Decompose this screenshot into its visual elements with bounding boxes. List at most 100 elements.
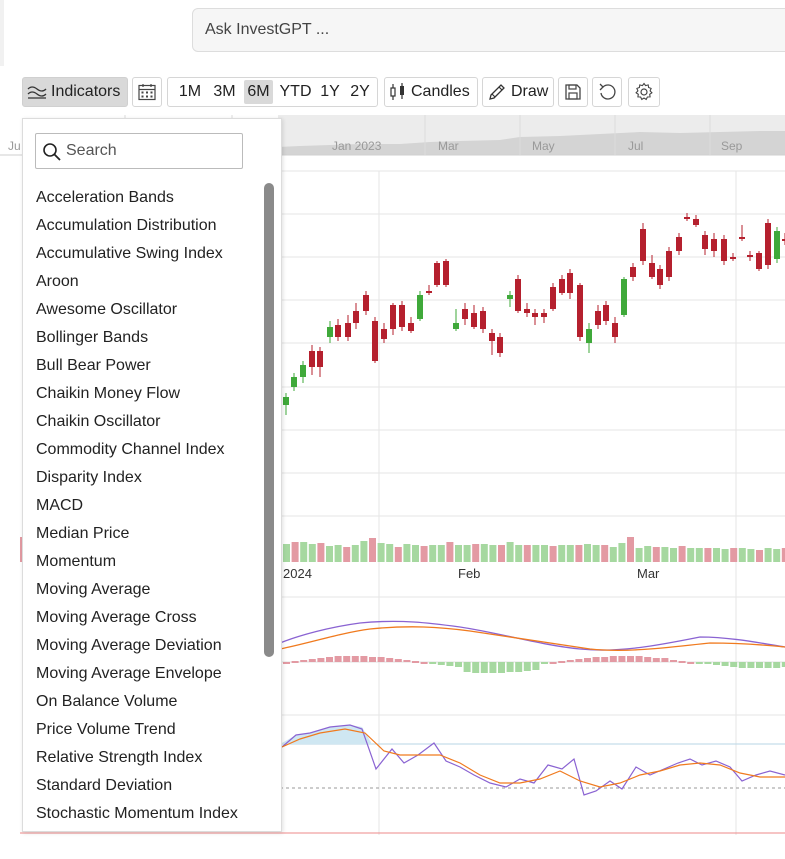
candle-body xyxy=(524,309,530,313)
candle-body xyxy=(577,285,583,337)
dropdown-scrollbar[interactable] xyxy=(264,183,274,657)
candle-body xyxy=(353,311,359,323)
oscillator-fast-line xyxy=(281,724,785,796)
indicator-item[interactable]: Moving Average Envelope xyxy=(36,665,222,682)
indicator-search-box[interactable] xyxy=(35,133,243,169)
chart-area[interactable]: Ju Jan 2023 Mar May Jul Sep 2024 Feb Mar xyxy=(0,115,785,859)
indicator-item[interactable]: Standard Deviation xyxy=(36,777,173,794)
volume-bars xyxy=(20,537,785,562)
indicator-item[interactable]: On Balance Volume xyxy=(36,693,178,710)
candle-body xyxy=(730,257,736,259)
navigator-label: Jan 2023 xyxy=(332,139,382,153)
indicator-item[interactable]: Accumulative Swing Index xyxy=(36,245,223,262)
range-1m[interactable]: 1M xyxy=(178,83,202,100)
indicator-item[interactable]: Accumulation Distribution xyxy=(36,217,217,234)
macd-histogram-bar xyxy=(764,662,772,668)
macd-histogram-bar xyxy=(394,659,402,662)
indicator-item[interactable]: Bollinger Bands xyxy=(36,329,149,346)
volume-bar xyxy=(609,547,617,562)
macd-histogram-bar xyxy=(515,662,523,672)
save-button[interactable] xyxy=(558,77,588,107)
candle-body xyxy=(480,311,486,329)
macd-histogram-bar xyxy=(635,656,643,662)
indicator-item[interactable]: Aroon xyxy=(36,273,79,290)
navigator-series xyxy=(278,131,785,155)
candle-body xyxy=(345,323,351,337)
macd-histogram-bar xyxy=(523,662,531,671)
candle-body xyxy=(747,255,753,257)
macd-histogram-bar xyxy=(575,659,583,662)
macd-line xyxy=(279,620,785,651)
volume-bar xyxy=(420,546,428,562)
macd-histogram-bar xyxy=(730,662,738,667)
candle-body xyxy=(372,321,378,361)
volume-bar xyxy=(317,543,325,562)
indicators-button[interactable]: Indicators xyxy=(22,77,128,107)
indicators-dropdown: Acceleration Bands Accumulation Distribu… xyxy=(22,118,282,832)
indicator-item[interactable]: Commodity Channel Index xyxy=(36,441,225,458)
indicator-item[interactable]: Disparity Index xyxy=(36,469,142,486)
candle-body xyxy=(426,291,432,293)
candle-body xyxy=(443,261,449,285)
indicator-item[interactable]: Stochastic Momentum Index xyxy=(36,805,238,822)
draw-label: Draw xyxy=(511,83,549,100)
macd-histogram-bar xyxy=(652,658,660,662)
indicator-item[interactable]: Momentum xyxy=(36,553,117,570)
macd-histogram-bar xyxy=(420,662,428,664)
macd-histogram-bar xyxy=(386,658,394,662)
volume-bar xyxy=(713,548,720,562)
candle-body xyxy=(541,313,547,317)
candle-body xyxy=(756,253,762,269)
ask-investgpt-box[interactable] xyxy=(192,8,785,52)
indicator-search-input[interactable] xyxy=(66,134,236,168)
volume-bar xyxy=(334,545,342,562)
range-3m[interactable]: 3M xyxy=(213,83,236,100)
candles-button[interactable]: Candles xyxy=(384,77,478,107)
candle-body xyxy=(774,231,780,259)
oscillator-slow-line xyxy=(281,728,785,788)
indicator-item[interactable]: Bull Bear Power xyxy=(36,357,151,374)
indicator-item[interactable]: MACD xyxy=(36,497,84,514)
range-6m[interactable]: 6M xyxy=(244,80,273,104)
indicator-item[interactable]: Price Volume Trend xyxy=(36,721,176,738)
candle-body xyxy=(497,337,503,353)
indicator-item[interactable]: Awesome Oscillator xyxy=(36,301,178,318)
candle-body xyxy=(603,305,609,321)
stock-chart[interactable]: Ju Jan 2023 Mar May Jul Sep 2024 Feb Mar xyxy=(0,115,785,854)
candle-body xyxy=(507,295,513,299)
candle-body xyxy=(300,365,306,377)
volume-bar xyxy=(463,545,471,562)
ask-investgpt-input[interactable] xyxy=(193,9,777,51)
candle-body xyxy=(666,251,672,277)
x-axis-label: Feb xyxy=(458,566,480,581)
volume-bar xyxy=(412,545,419,562)
settings-button[interactable] xyxy=(628,77,660,107)
macd-histogram-bar xyxy=(678,661,686,663)
indicator-item[interactable]: Chaikin Oscillator xyxy=(36,413,161,430)
calendar-button[interactable] xyxy=(132,77,162,107)
volume-bar xyxy=(764,548,772,562)
volume-bar xyxy=(291,542,299,562)
indicator-item[interactable]: Relative Strength Index xyxy=(36,749,203,766)
macd-histogram-bar xyxy=(773,662,781,668)
indicator-item[interactable]: Chaikin Money Flow xyxy=(36,385,181,402)
indicator-item[interactable]: Acceleration Bands xyxy=(36,189,174,206)
volume-bar xyxy=(747,549,755,562)
indicator-item[interactable]: Moving Average Cross xyxy=(36,609,197,626)
macd-histogram-bar xyxy=(308,659,316,662)
range-ytd[interactable]: YTD xyxy=(279,83,312,100)
range-1y[interactable]: 1Y xyxy=(320,83,340,100)
indicator-item[interactable]: Moving Average xyxy=(36,581,151,598)
draw-button[interactable]: Draw xyxy=(482,77,554,107)
indicator-item[interactable]: Median Price xyxy=(36,525,130,542)
range-2y[interactable]: 2Y xyxy=(350,83,370,100)
indicator-item[interactable]: Moving Average Deviation xyxy=(36,637,222,654)
macd-histogram-bar xyxy=(670,660,677,662)
volume-bar xyxy=(360,541,368,562)
candles-label: Candles xyxy=(411,83,470,100)
reset-button[interactable] xyxy=(592,77,622,107)
macd-histogram-bar xyxy=(377,657,385,662)
candle-body xyxy=(721,239,727,261)
macd-histogram-bar xyxy=(472,662,480,673)
candle-body xyxy=(765,223,771,265)
